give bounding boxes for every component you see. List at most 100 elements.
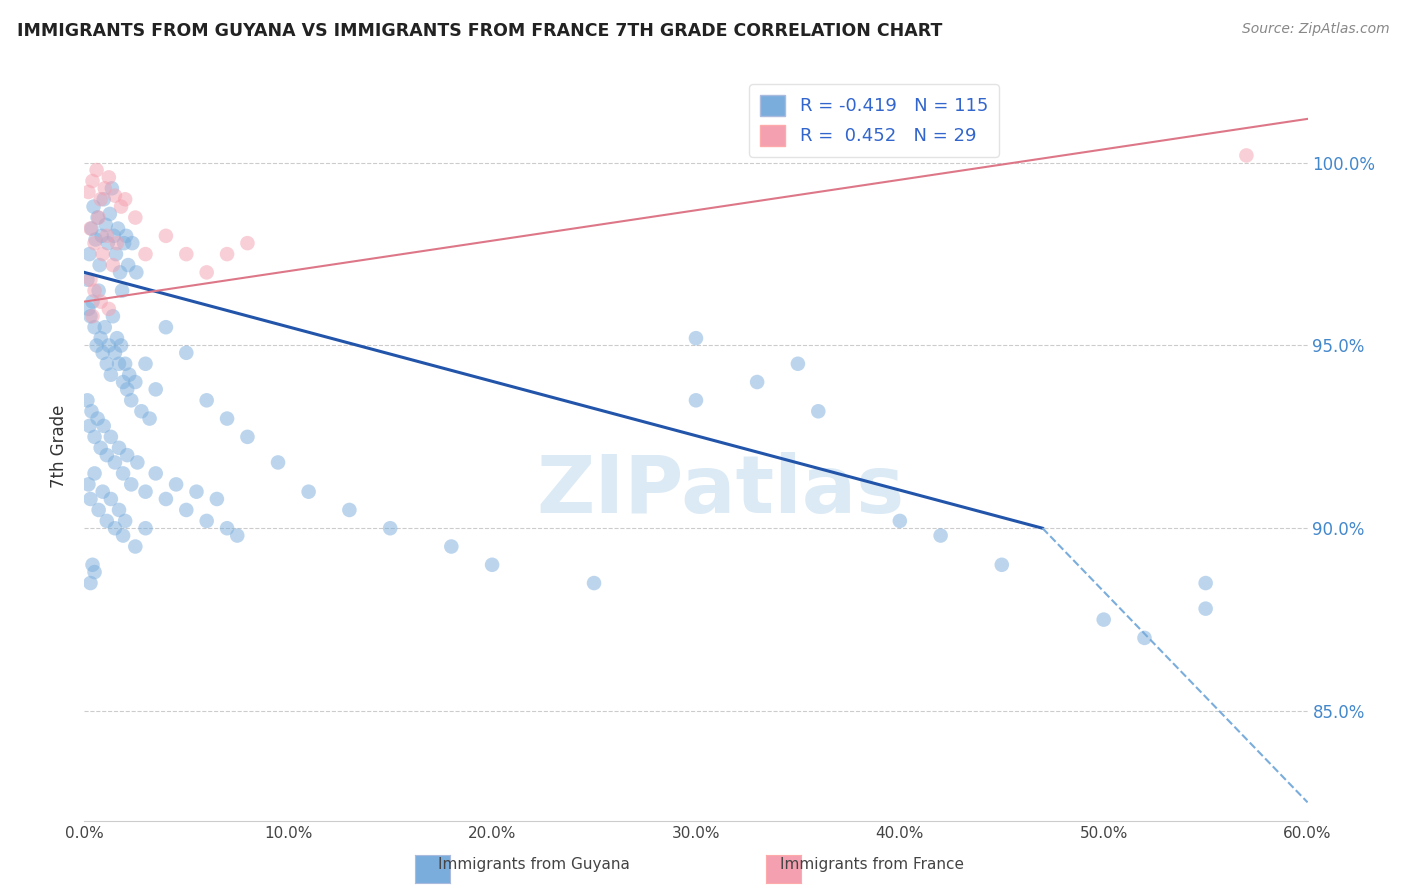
Point [101,181,124,195]
Point [77,185,100,199]
Point [226,528,249,542]
Point [100,491,122,506]
Point [155,228,177,243]
Point [76,273,98,287]
Point [155,320,177,334]
Point [97,338,120,352]
Point [135,521,157,535]
Point [108,503,131,517]
Point [83,200,105,214]
Point [217,521,239,535]
Point [90,294,112,309]
Point [104,247,127,261]
Point [86,211,108,225]
Text: Immigrants from Guyana: Immigrants from Guyana [439,857,630,872]
Point [105,331,128,345]
Point [91,484,114,499]
Point [100,430,122,444]
Text: Source: ZipAtlas.com: Source: ZipAtlas.com [1241,22,1389,37]
Point [82,174,104,188]
Point [174,346,197,360]
Point [217,411,239,425]
Point [124,211,146,225]
Point [100,368,122,382]
Point [217,247,239,261]
Point [1195,576,1218,591]
Point [101,310,124,324]
Point [236,430,259,444]
Point [94,218,117,232]
Point [93,418,115,433]
Point [1092,613,1115,627]
Point [380,521,402,535]
Point [108,441,131,455]
Point [115,382,138,396]
Point [127,455,149,469]
Point [80,221,103,235]
Point [174,503,197,517]
Point [110,200,132,214]
Point [83,320,105,334]
Point [114,357,136,371]
Point [84,232,107,246]
Point [145,382,167,396]
Point [82,310,104,324]
Point [1195,601,1218,615]
Point [79,491,101,506]
Point [79,247,101,261]
Point [339,503,361,517]
Point [481,558,503,572]
Point [110,338,132,352]
Text: ZIPatlas: ZIPatlas [536,452,904,530]
Point [114,514,136,528]
Point [112,375,135,389]
Point [87,284,110,298]
Point [186,484,208,499]
Point [90,441,112,455]
Point [195,514,218,528]
Legend: R = -0.419   N = 115, R =  0.452   N = 29: R = -0.419 N = 115, R = 0.452 N = 29 [749,84,998,156]
Point [112,236,135,251]
Point [108,265,131,279]
Point [80,404,103,418]
Point [87,503,110,517]
Point [104,188,127,202]
Point [86,411,108,425]
Point [115,228,138,243]
Point [991,558,1014,572]
Point [77,301,100,316]
Point [97,170,120,185]
Point [236,236,259,251]
Point [124,540,146,554]
Point [82,558,104,572]
Point [83,284,105,298]
Point [107,221,129,235]
Point [93,192,115,206]
Point [120,393,142,408]
Point [1133,631,1156,645]
Point [135,357,157,371]
Point [121,236,143,251]
Point [117,258,139,272]
Point [174,247,197,261]
Point [86,163,108,178]
Point [83,565,105,579]
Point [120,477,142,491]
Point [787,357,810,371]
Point [79,418,101,433]
Point [138,411,160,425]
Point [165,477,187,491]
Point [83,430,105,444]
Point [1236,148,1258,162]
Point [112,467,135,481]
Point [118,368,141,382]
Point [124,375,146,389]
Point [89,258,111,272]
Point [86,338,108,352]
Point [79,273,101,287]
Point [135,484,157,499]
Point [104,521,127,535]
Point [77,477,100,491]
Point [79,221,101,235]
Point [145,467,167,481]
